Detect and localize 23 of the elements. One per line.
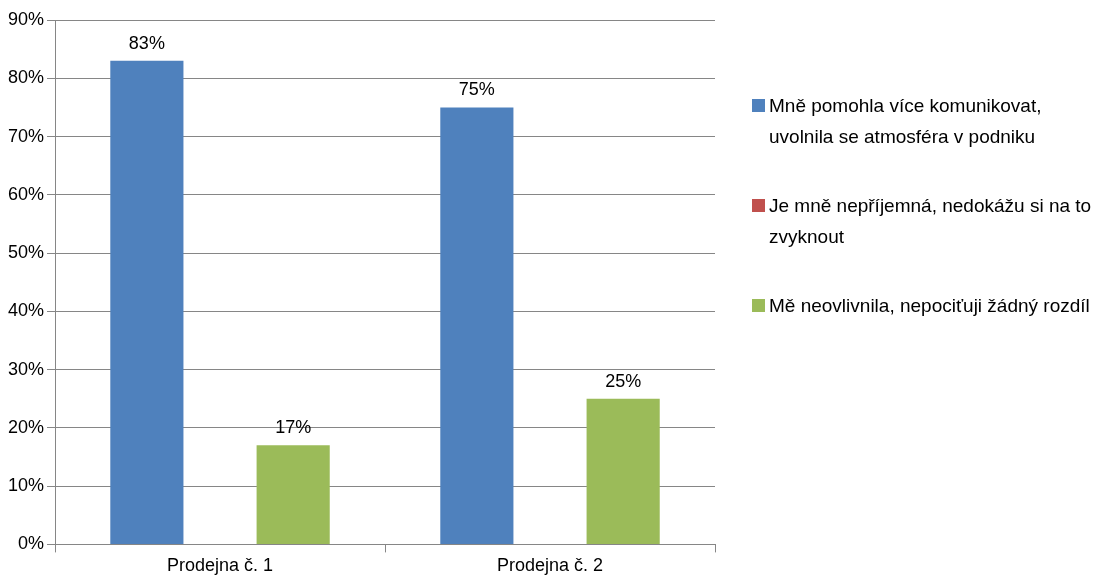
legend-label: Je mně nepříjemná, nedokážu si na to zvyknout: [769, 194, 1093, 249]
data-label: 83%: [128, 32, 165, 53]
y-tick-label: 70%: [8, 125, 45, 146]
bar: [586, 398, 660, 544]
y-tick-label: 20%: [8, 416, 45, 437]
y-tick-label: 40%: [8, 300, 45, 321]
y-tick-label: 60%: [8, 183, 45, 204]
y-tick-label: 30%: [8, 358, 45, 379]
y-tick-label: 0%: [18, 533, 45, 554]
legend-label: Mně pomohla více komunikovat, uvolnila se atmosféra v podniku: [769, 94, 1043, 149]
x-tick-label: Prodejna č. 1: [166, 555, 274, 576]
bar: [256, 445, 330, 544]
data-label: 75%: [458, 79, 495, 100]
bar: [110, 60, 184, 544]
bar: [440, 107, 514, 544]
y-tick-label: 50%: [8, 242, 45, 263]
data-label: 17%: [275, 417, 312, 438]
data-label: 25%: [605, 370, 642, 391]
y-tick-label: 90%: [8, 8, 45, 29]
y-tick-label: 10%: [8, 475, 45, 496]
y-tick-label: 80%: [8, 67, 45, 88]
x-tick-label: Prodejna č. 2: [496, 555, 604, 576]
legend-label: Mě neovlivnila, nepociťuji žádný rozdíl: [769, 294, 1090, 318]
